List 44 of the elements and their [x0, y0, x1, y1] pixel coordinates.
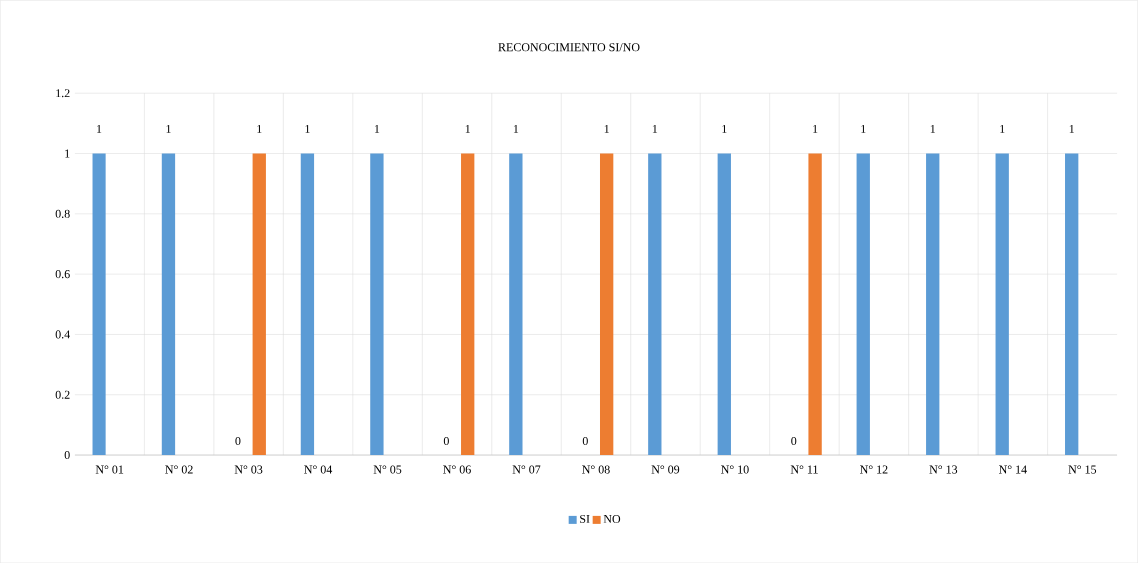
x-tick-label: N° 12	[860, 465, 888, 474]
x-tick-label: N° 10	[721, 465, 749, 474]
data-label: 1	[305, 124, 310, 133]
y-tick-label: 1	[65, 149, 70, 158]
data-label: 1	[374, 124, 380, 133]
x-tick-label: N° 03	[234, 465, 263, 474]
data-label: 0	[582, 436, 588, 445]
data-label: 1	[930, 124, 936, 133]
y-tick-label: 0	[64, 450, 70, 459]
data-label: 1	[813, 124, 818, 133]
data-label: 1	[652, 124, 658, 133]
data-label: 0	[791, 436, 797, 445]
data-label: 1	[861, 124, 866, 133]
y-tick-label: 0.4	[55, 330, 71, 339]
x-tick-label: N° 04	[304, 465, 333, 474]
legend-label: NO	[603, 514, 621, 523]
x-tick-label: N° 07	[512, 465, 541, 474]
data-label: 1	[1000, 124, 1005, 133]
y-tick-label: 1.2	[56, 89, 70, 98]
data-label: 1	[257, 124, 262, 133]
data-label: 1	[604, 124, 609, 133]
x-tick-label: N° 01	[95, 465, 124, 474]
data-label: 0	[443, 436, 449, 445]
x-tick-label: N° 09	[651, 465, 680, 474]
y-tick-label: 0.2	[55, 390, 70, 399]
data-label: 1	[513, 124, 519, 133]
x-tick-label: N° 11	[790, 465, 818, 474]
y-tick-label: 0.6	[55, 269, 70, 279]
x-tick-label: N° 08	[582, 465, 610, 474]
x-tick-label: N° 13	[929, 465, 958, 474]
x-tick-label: N° 05	[373, 465, 402, 474]
legend-label: SI	[580, 514, 590, 523]
data-label: 1	[1069, 124, 1074, 133]
data-label: 1	[722, 124, 727, 133]
x-tick-label: N° 02	[165, 465, 193, 474]
x-tick-label: N° 06	[443, 465, 471, 474]
x-tick-label: N° 14	[999, 465, 1027, 474]
y-tick-label: 0.8	[55, 209, 70, 218]
data-label: 1	[97, 124, 102, 133]
chart-title: RECONOCIMIENTO SI/NO	[498, 43, 640, 52]
data-label: 1	[465, 124, 470, 133]
data-label: 0	[235, 436, 241, 445]
data-label: 1	[166, 124, 171, 133]
x-tick-label: N° 15	[1068, 465, 1097, 474]
